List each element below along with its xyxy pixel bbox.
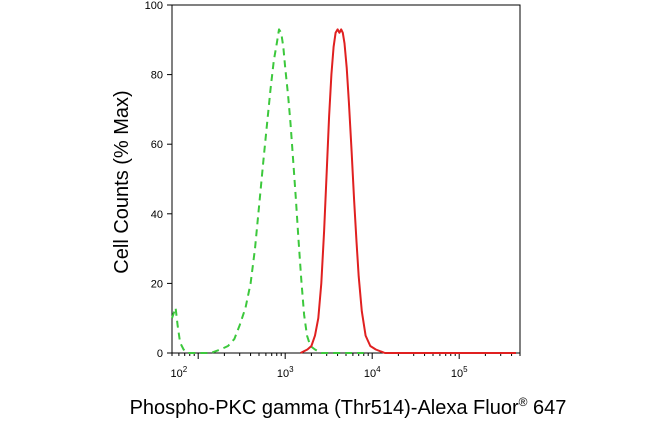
x-tick-label: 104 <box>364 365 381 380</box>
y-tick-label: 100 <box>145 0 163 12</box>
x-axis-title-tail: 647 <box>527 397 566 419</box>
y-tick-label: 40 <box>151 209 163 221</box>
x-axis-title-registered-mark: ® <box>519 395 528 409</box>
x-tick-label: 103 <box>277 365 294 380</box>
y-axis-title: Cell Counts (% Max) <box>111 90 133 273</box>
series-line-control <box>171 28 364 354</box>
x-axis-ticks: 102 103 104 105 <box>171 353 521 380</box>
y-tick-label: 60 <box>151 139 163 151</box>
y-tick-label: 20 <box>151 278 163 290</box>
series-layer <box>171 28 516 354</box>
series-line-sample <box>300 28 516 354</box>
y-tick-label: 0 <box>157 348 163 360</box>
y-axis-ticks: 0 20 40 60 80 100 <box>145 0 172 360</box>
x-tick-label: 102 <box>171 365 188 380</box>
x-axis-title-main: Phospho-PKC gamma (Thr514)-Alexa Fluor <box>130 397 519 419</box>
x-tick-label: 105 <box>451 365 468 380</box>
x-axis-title: Phospho-PKC gamma (Thr514)-Alexa Fluor® … <box>130 395 567 419</box>
y-tick-label: 80 <box>151 70 163 82</box>
